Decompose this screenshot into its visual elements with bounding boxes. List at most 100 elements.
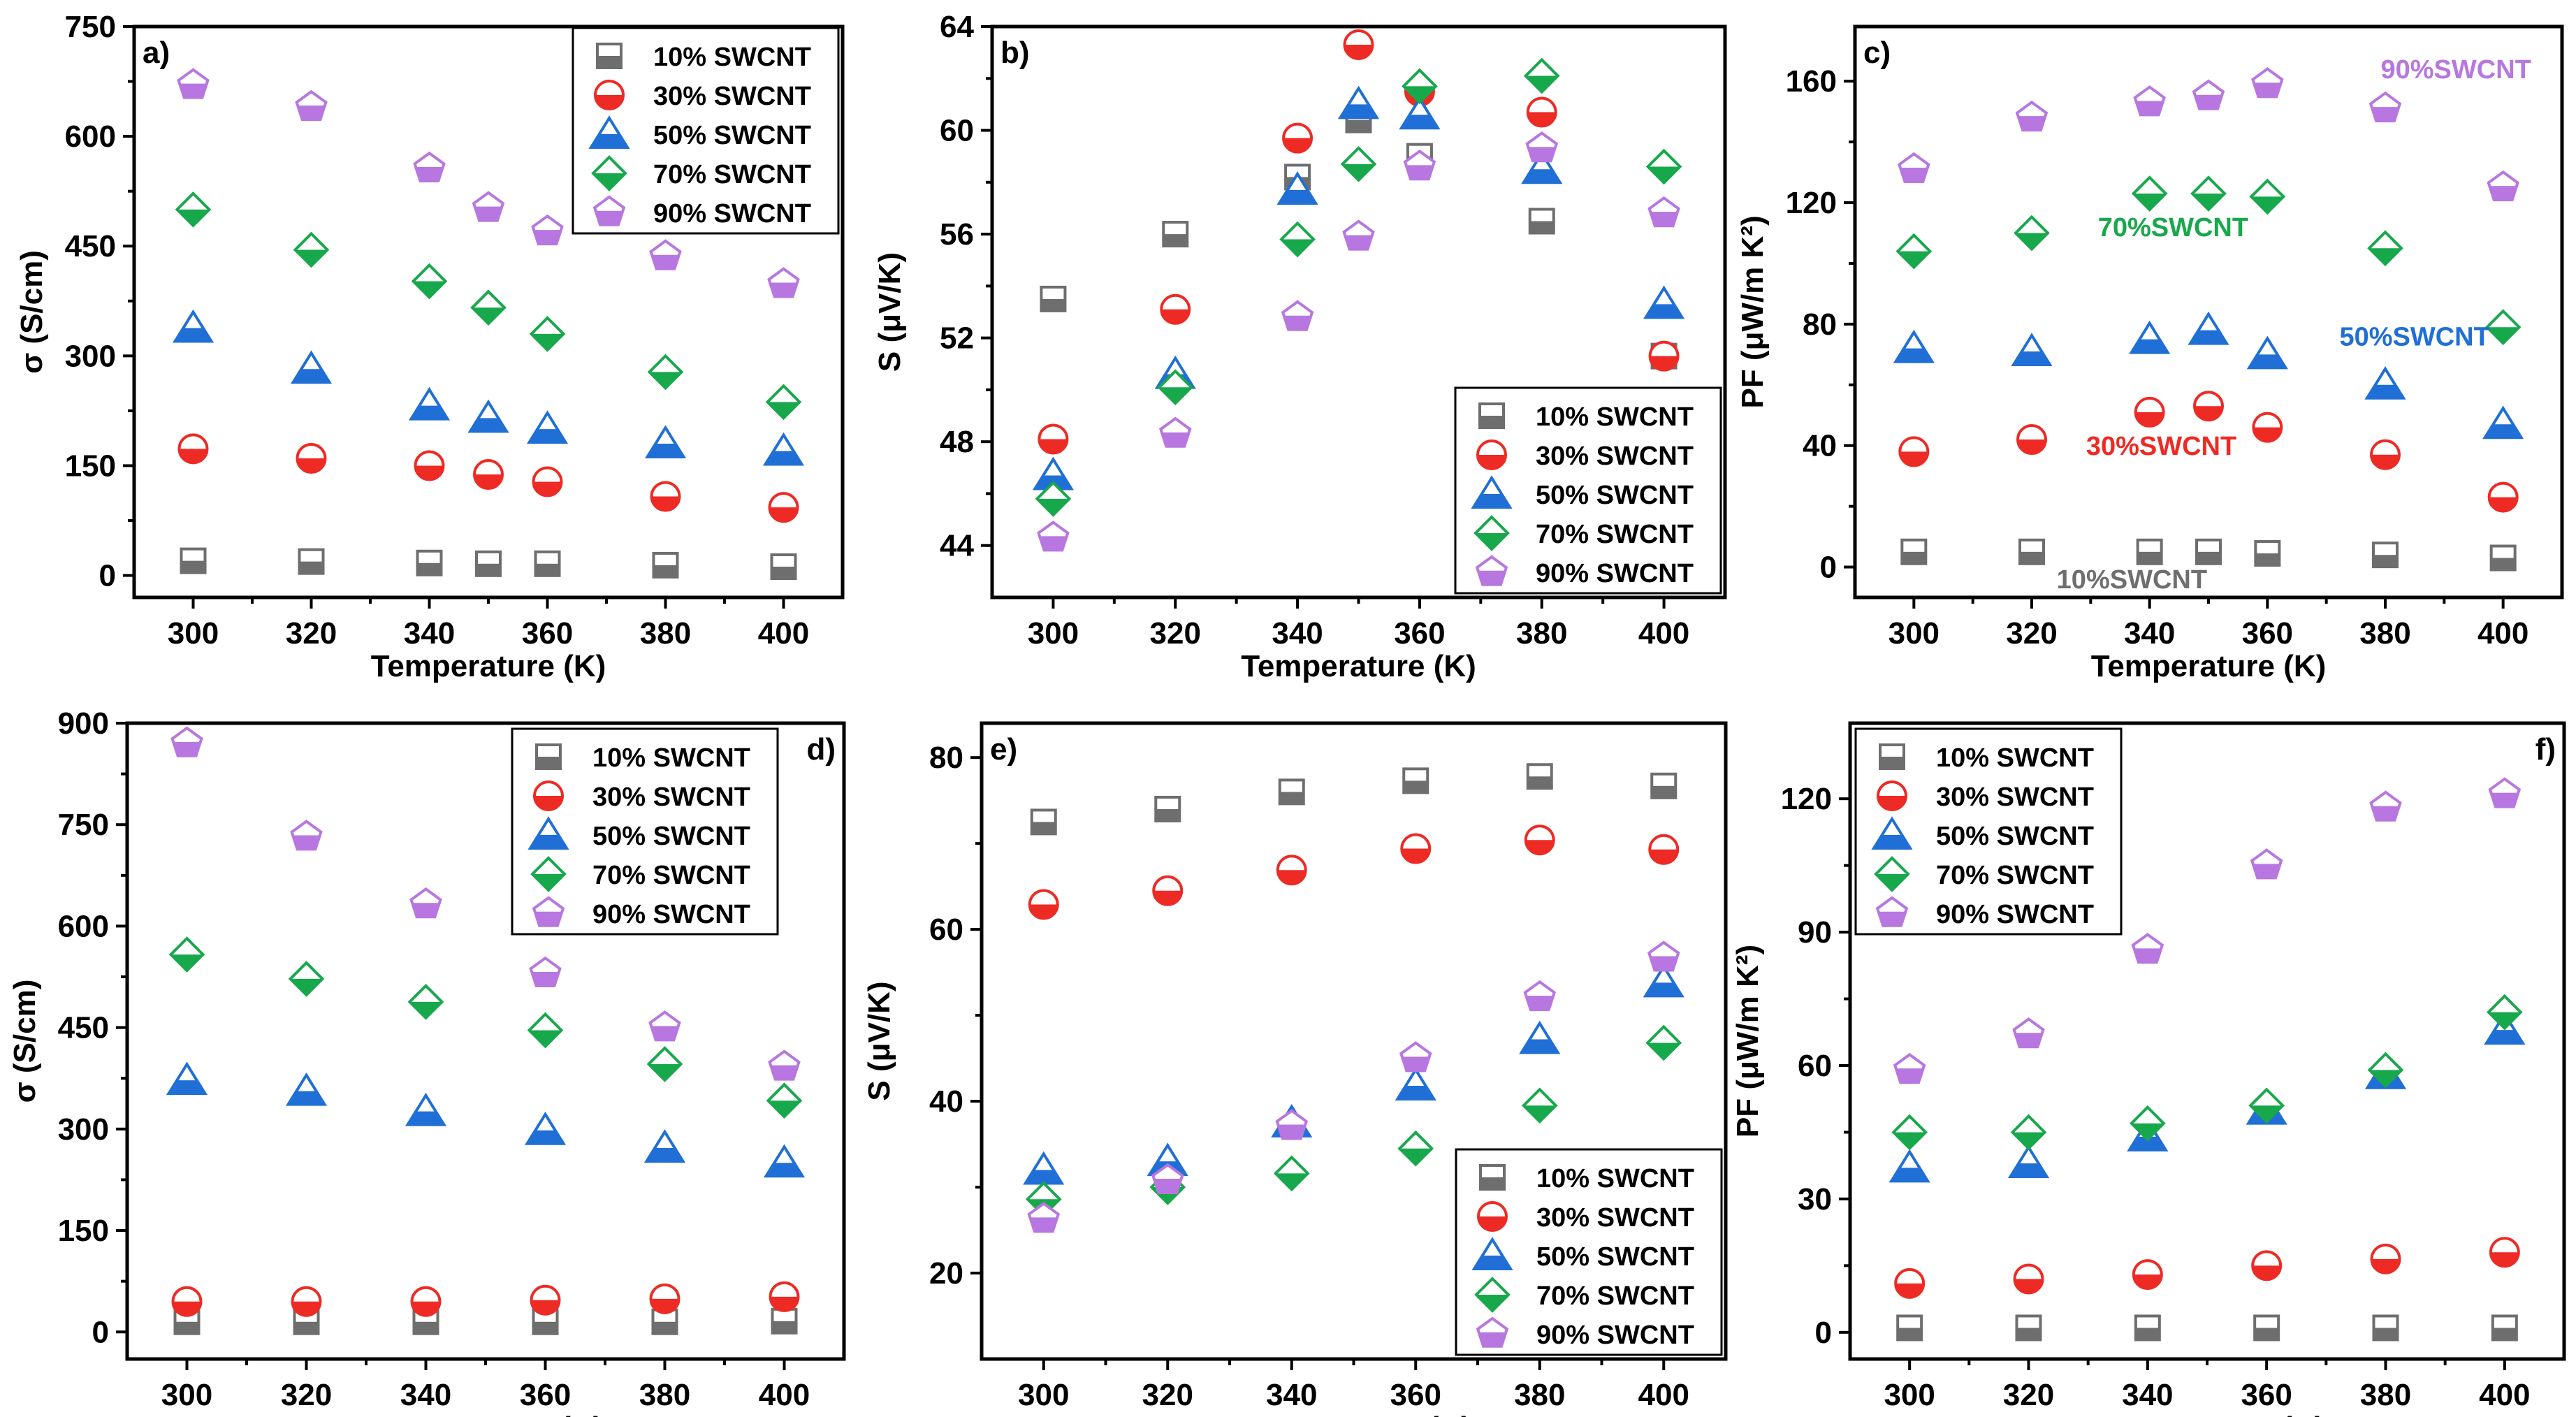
y-tick-label: 450 [65,229,116,263]
legend-entry: 30% SWCNT [1536,1203,1694,1233]
data-point [475,550,502,577]
data-point [1342,219,1375,251]
y-tick-label: 900 [58,706,109,741]
x-axis-title: Temperature (K) [2091,649,2327,683]
x-tick-label: 320 [1142,1378,1193,1412]
x-tick-label: 300 [1028,616,1079,651]
data-point [2251,1250,2283,1281]
y-axis-title: PF (μW/m K²) [1731,945,1765,1138]
y-axis-title: σ (S/cm) [8,980,42,1103]
legend: 10% SWCNT 30% SWCNT 50% SWCNT 70% SWCNT 90% … [511,727,779,936]
panel-label: f) [2535,732,2556,766]
data-point [1027,1202,1061,1233]
x-tick-label: 340 [2124,616,2175,651]
x-tick-label: 380 [640,616,691,651]
data-point [648,1010,681,1042]
x-tick-label: 340 [1272,616,1323,651]
data-point [290,350,333,384]
data-point [1276,855,1307,886]
x-tick-label: 400 [1638,1378,1689,1412]
legend-entry: 10% SWCNT [1536,402,1694,432]
y-tick-label: 80 [1803,307,1837,342]
x-tick-label: 340 [404,616,455,651]
legend-marker [1476,439,1507,470]
legend-entry: 10% SWCNT [1936,743,2094,773]
data-point [2013,1263,2044,1295]
data-point [1898,152,1930,183]
data-point [2370,439,2401,470]
data-point [1650,772,1678,799]
y-tick-label: 40 [929,1084,963,1119]
x-axis-title: Temperature (K) [368,1411,604,1417]
data-point [1395,1067,1436,1100]
legend-entry: 90% SWCNT [1536,559,1694,588]
data-point [166,1061,208,1096]
chart-panel-e: 300 320 340 360 380 400 20 40 60 80 Temperature (K… [862,721,1728,1417]
data-point [1343,29,1374,60]
data-point [1891,1114,1928,1151]
data-point [470,289,507,326]
x-tick-label: 300 [1884,1378,1935,1412]
data-point [2129,320,2171,354]
data-point [171,1286,203,1317]
y-tick-label: 56 [940,217,974,252]
legend-marker [530,856,567,892]
data-point [2370,1243,2401,1274]
data-point [1340,145,1377,182]
data-point [1647,196,1680,228]
data-point [769,1281,800,1312]
data-point [765,384,802,421]
data-point [2018,538,2045,565]
data-point [524,1111,567,1145]
data-point [1898,436,1930,467]
legend-entry: 90% SWCNT [592,900,750,929]
data-point [2489,1237,2520,1268]
x-tick-label: 380 [1514,1378,1565,1412]
series-s50 [1893,311,2524,439]
data-point [1645,1024,1682,1061]
data-point [1645,148,1682,185]
legend-marker [1879,743,1905,770]
data-point [771,1307,798,1335]
data-point [1162,221,1189,248]
series-s10 [180,547,797,581]
panel-label: b) [1000,36,1030,70]
y-tick-label: 750 [58,808,109,842]
legend-entry: 50% SWCNT [653,121,811,150]
data-point [768,1049,801,1081]
data-point [1337,85,1380,119]
legend-entry: 50% SWCNT [1936,822,2094,851]
data-point [529,316,566,352]
data-point [180,547,207,574]
y-tick-label: 20 [929,1256,963,1291]
data-point [766,1082,803,1119]
data-point [2131,175,2168,212]
data-point [1643,285,1685,319]
series-s70 [168,936,803,1119]
series-annotation: 10%SWCNT [2057,565,2207,595]
data-point [473,459,504,490]
y-tick-label: 120 [1781,782,1832,816]
series-s90 [177,68,800,298]
data-point [170,726,203,757]
series-s50 [166,1061,806,1178]
data-point [2491,1314,2518,1342]
legend-entry: 30% SWCNT [1536,442,1694,471]
x-tick-label: 380 [639,1378,690,1412]
legend: 10% SWCNT 30% SWCNT 50% SWCNT 70% SWCNT 90% … [1454,386,1722,595]
data-point [1528,208,1555,235]
data-point [2011,333,2053,366]
x-tick-label: 400 [1638,616,1689,651]
legend-entry: 50% SWCNT [1536,481,1694,510]
data-point [2253,1314,2280,1342]
x-tick-label: 300 [161,1378,212,1412]
legend-marker [591,155,627,191]
y-tick-label: 0 [92,1315,109,1349]
y-tick-label: 120 [1786,186,1837,220]
data-point [407,984,444,1020]
data-point [1526,96,1557,128]
data-point [650,481,681,512]
legend: 10% SWCNT 30% SWCNT 50% SWCNT 70% SWCNT 90% … [572,27,840,235]
data-point [2367,230,2403,267]
x-tick-label: 400 [759,1378,810,1412]
